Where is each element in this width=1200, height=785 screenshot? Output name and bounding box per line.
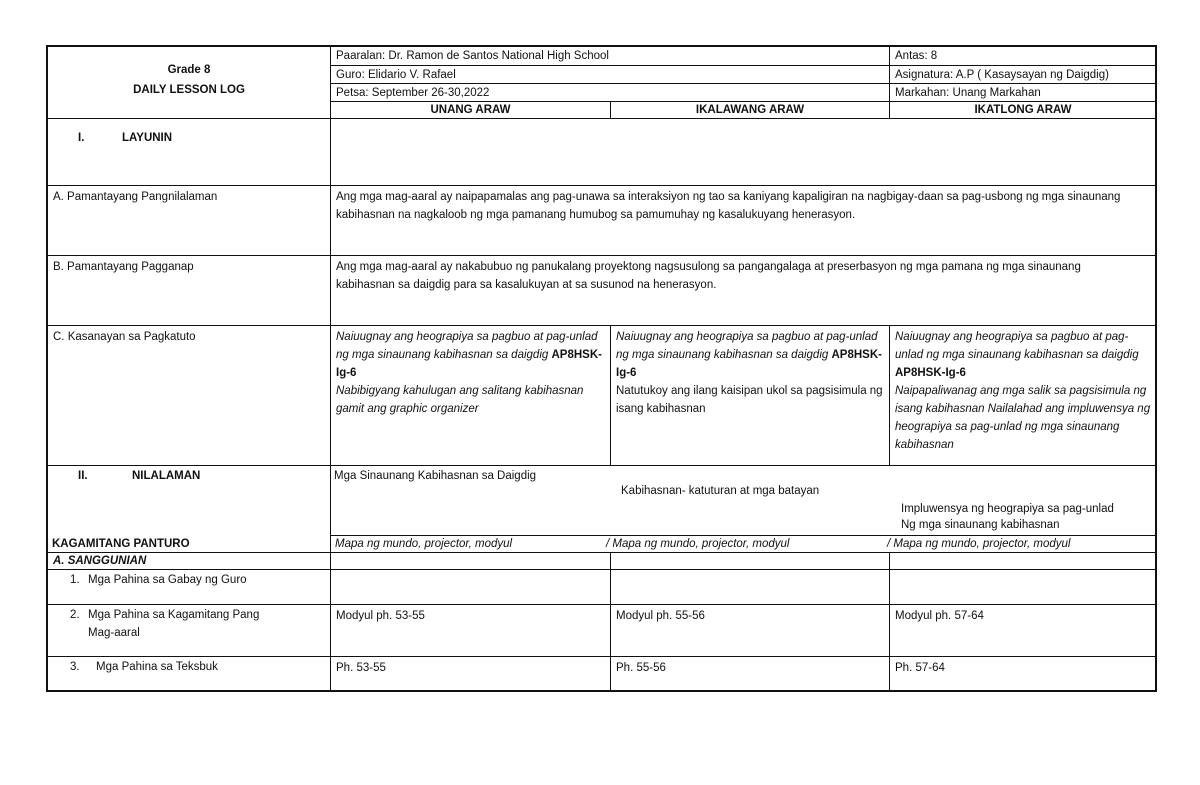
teksbuk-label-cell: 3. Mga Pahina sa Teksbuk bbox=[47, 656, 331, 692]
layunin-number: I. bbox=[78, 132, 85, 144]
kasanayan-intro: Naiuugnay ang heograpiya sa pagbuo at pa… bbox=[895, 331, 1139, 361]
kagamitang-day-2: / Mapa ng mundo, projector, modyul bbox=[606, 538, 790, 550]
kasanayan-label: C. Kasanayan sa Pagkatuto bbox=[47, 325, 331, 466]
kasanayan-objective: Naipapaliwanag ang mga salik sa pagsisim… bbox=[895, 385, 1151, 451]
kagamitang-label: KAGAMITANG PANTURO bbox=[52, 538, 190, 550]
pagganap-text: Ang mga mag-aaral ay nakabubuo ng panuka… bbox=[330, 255, 1157, 326]
sanggunian-day-1 bbox=[330, 552, 611, 570]
item-label: Mga Pahina sa Kagamitang Pang Mag-aaral bbox=[88, 609, 260, 639]
kasanayan-intro: Naiuugnay ang heograpiya sa pagbuo at pa… bbox=[336, 331, 598, 361]
gabay-guro-day-2 bbox=[610, 569, 890, 605]
item-label: Mga Pahina sa Gabay ng Guro bbox=[88, 574, 247, 586]
item-number: 1. bbox=[70, 574, 80, 586]
sanggunian-label: A. SANGGUNIAN bbox=[47, 552, 331, 570]
kasanayan-intro: Naiuugnay ang heograpiya sa pagbuo at pa… bbox=[616, 331, 878, 361]
markahan-cell: Markahan: Unang Markahan bbox=[889, 83, 1157, 102]
day-header-3: IKATLONG ARAW bbox=[889, 101, 1157, 119]
kasanayan-day-3: Naiuugnay ang heograpiya sa pagbuo at pa… bbox=[889, 325, 1157, 466]
layunin-label-cell: I. LAYUNIN bbox=[47, 118, 331, 186]
layunin-label: LAYUNIN bbox=[122, 132, 173, 144]
kagamitang-day-3: / Mapa ng mundo, projector, modyul bbox=[887, 538, 1071, 550]
nilalaman-content-cell: Mga Sinaunang Kabihasnan sa Daigdig Kabi… bbox=[330, 465, 1157, 536]
antas-cell: Antas: 8 bbox=[889, 46, 1157, 66]
gabay-guro-day-3 bbox=[889, 569, 1157, 605]
sanggunian-day-2 bbox=[610, 552, 890, 570]
kagamitang-mag-aaral-day-1: Modyul ph. 53-55 bbox=[330, 604, 611, 657]
kasanayan-day-2: Naiuugnay ang heograpiya sa pagbuo at pa… bbox=[610, 325, 890, 466]
competency-code: AP8HSK-Ig-6 bbox=[895, 367, 966, 379]
kagamitang-day-1: Mapa ng mundo, projector, modyul bbox=[335, 538, 513, 550]
pangnilalaman-text: Ang mga mag-aaral ay naipapamalas ang pa… bbox=[330, 185, 1157, 256]
petsa-cell: Petsa: September 26-30,2022 bbox=[330, 83, 890, 102]
nilalaman-topic-3-line-2: Ng mga sinaunang kabihasnan bbox=[901, 519, 1060, 531]
layunin-content-cell bbox=[330, 118, 1157, 186]
document-title: DAILY LESSON LOG bbox=[133, 84, 245, 96]
pagganap-label: B. Pamantayang Pagganap bbox=[47, 255, 331, 326]
nilalaman-topic-1: Mga Sinaunang Kabihasnan sa Daigdig bbox=[334, 470, 537, 482]
guro-cell: Guro: Elidario V. Rafael bbox=[330, 65, 890, 84]
day-header-2: IKALAWANG ARAW bbox=[610, 101, 890, 119]
teksbuk-day-3: Ph. 57-64 bbox=[889, 656, 1157, 692]
day-header-1: UNANG ARAW bbox=[330, 101, 611, 119]
nilalaman-label: NILALAMAN bbox=[132, 470, 201, 482]
paaralan-cell: Paaralan: Dr. Ramon de Santos National H… bbox=[330, 46, 890, 66]
kasanayan-objective: Natutukoy ang ilang kaisipan ukol sa pag… bbox=[616, 385, 883, 415]
grade-label: Grade 8 bbox=[167, 64, 211, 76]
competency-code: AP8HSK-Ig-6 bbox=[336, 349, 602, 379]
item-number: 2. bbox=[70, 609, 80, 621]
competency-code: AP8HSK-Ig-6 bbox=[616, 349, 882, 379]
teksbuk-day-1: Ph. 53-55 bbox=[330, 656, 611, 692]
pangnilalaman-label: A. Pamantayang Pangnilalaman bbox=[47, 185, 331, 256]
nilalaman-number: II. bbox=[78, 470, 88, 482]
teksbuk-day-2: Ph. 55-56 bbox=[610, 656, 890, 692]
kasanayan-day-1: Naiuugnay ang heograpiya sa pagbuo at pa… bbox=[330, 325, 611, 466]
asignatura-cell: Asignatura: A.P ( Kasaysayan ng Daigdig) bbox=[889, 65, 1157, 84]
kagamitang-mag-aaral-day-3: Modyul ph. 57-64 bbox=[889, 604, 1157, 657]
title-cell: Grade 8 DAILY LESSON LOG bbox=[47, 46, 331, 119]
nilalaman-topic-2: Kabihasnan- katuturan at mga batayan bbox=[621, 485, 820, 497]
item-number: 3. bbox=[70, 661, 80, 673]
kagamitang-mag-aaral-label-cell: 2. Mga Pahina sa Kagamitang Pang Mag-aar… bbox=[47, 604, 331, 657]
nilalaman-topic-3-line-1: Impluwensya ng heograpiya sa pag-unlad bbox=[901, 503, 1114, 515]
item-label: Mga Pahina sa Teksbuk bbox=[96, 661, 218, 673]
kagamitang-mag-aaral-day-2: Modyul ph. 55-56 bbox=[610, 604, 890, 657]
gabay-guro-day-1 bbox=[330, 569, 611, 605]
kasanayan-objective: Nabibigyang kahulugan ang salitang kabih… bbox=[336, 385, 584, 415]
gabay-guro-label-cell: 1. Mga Pahina sa Gabay ng Guro bbox=[47, 569, 331, 605]
sanggunian-day-3 bbox=[889, 552, 1157, 570]
